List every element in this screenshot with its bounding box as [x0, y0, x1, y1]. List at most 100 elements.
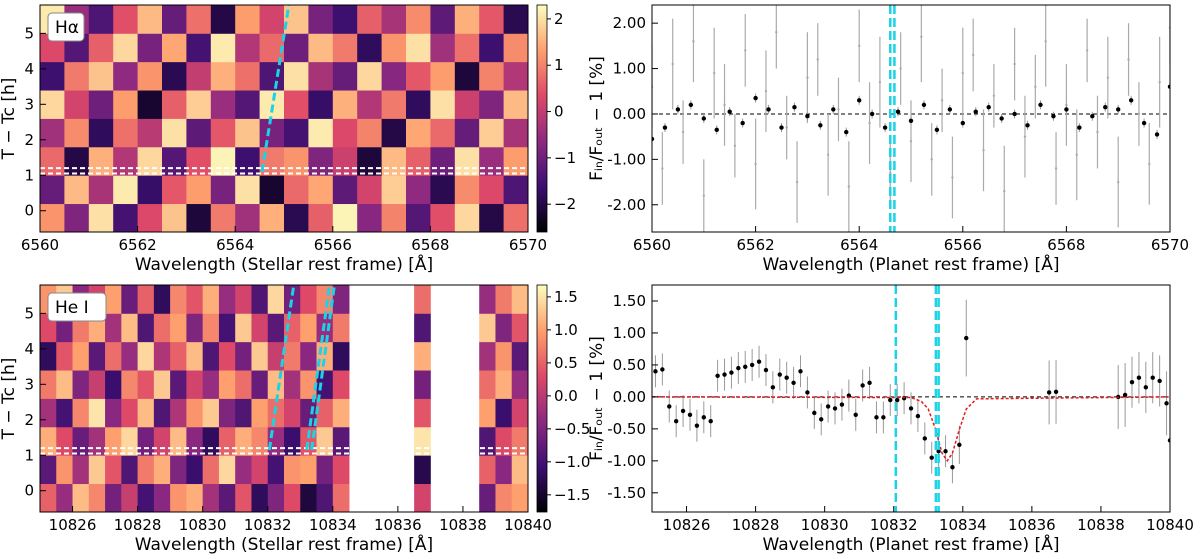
heat-cell [137, 203, 163, 232]
heat-cell [88, 175, 114, 205]
frame [651, 4, 1171, 233]
heat-cell [251, 426, 269, 456]
heat-cell [479, 146, 504, 176]
data-point [743, 364, 748, 370]
data-point [1003, 189, 1006, 193]
data-point [818, 123, 823, 128]
heat-cell [479, 285, 496, 314]
heat-cell [153, 398, 171, 428]
heat-cell [113, 61, 138, 91]
y-axis-label: Fᵢₙ/Fₒᵤₜ − 1 [%] [587, 56, 607, 181]
heat-cell [137, 61, 163, 91]
heat-cell [300, 483, 317, 512]
heat-cell [300, 455, 317, 485]
heat-cell [503, 175, 528, 205]
heat-cell [202, 455, 220, 485]
data-point [805, 390, 810, 395]
data-point [702, 194, 705, 197]
heat-cell [235, 5, 260, 34]
colorbar-tick-label: 1.0 [554, 321, 578, 339]
data-point [881, 415, 886, 420]
data-point [930, 158, 933, 161]
x-tick-label: 10830 [179, 516, 227, 534]
data-point [971, 53, 975, 57]
data-point [889, 171, 892, 175]
heat-cell [162, 61, 187, 91]
heat-cell [503, 118, 528, 148]
heat-cell [40, 398, 57, 428]
data-point [701, 415, 706, 420]
colorbar-tick-label: −1 [554, 149, 576, 167]
colorbar [536, 284, 548, 513]
heat-cell [170, 426, 187, 456]
heat-cell [235, 426, 252, 456]
heat-cell [430, 90, 456, 119]
heat-cell [105, 341, 122, 371]
heat-cell [162, 118, 187, 148]
heat-cell [40, 483, 57, 512]
x-tick-label: 10840 [1146, 516, 1194, 534]
heat-cell [202, 313, 220, 343]
colorbar [536, 4, 548, 233]
heat-cell [186, 341, 204, 371]
heat-cell [381, 90, 407, 119]
heat-cell [511, 483, 528, 512]
heat-cell [88, 455, 106, 485]
data-point [805, 114, 810, 119]
x-tick-label: 6564 [216, 236, 254, 254]
heat-cell [64, 90, 90, 119]
data-point [744, 49, 747, 52]
colorbar-tick-label: 2 [554, 10, 564, 28]
data-point [667, 404, 672, 409]
data-point [687, 412, 693, 418]
y-tick-label: -0.50 [607, 420, 646, 438]
heat-cell [72, 341, 90, 371]
y-axis-label: Fᵢₙ/Fₒᵤₜ − 1 [%] [587, 336, 607, 461]
heat-cell [308, 203, 334, 232]
heat-cell [235, 483, 252, 512]
data-point [681, 130, 685, 134]
data-point [867, 380, 872, 386]
y-tick-label: 5 [24, 304, 34, 322]
data-point [992, 94, 996, 98]
heat-cell [251, 370, 269, 399]
data-point [819, 417, 824, 422]
heat-cell [479, 90, 504, 119]
heat-cell [503, 90, 528, 119]
y-tick-label: 3 [24, 375, 34, 393]
heat-cell [88, 483, 106, 512]
heat-cell [113, 118, 138, 148]
heat-cell [137, 313, 155, 343]
heat-cell [170, 483, 187, 512]
heat-cell [414, 426, 431, 456]
heat-cell [479, 33, 504, 63]
y-tick-label: 0 [24, 202, 34, 220]
data-point [831, 107, 836, 112]
y-tick-label: -1.00 [607, 452, 646, 470]
data-point [1148, 162, 1151, 166]
heat-cell [235, 90, 260, 119]
data-point [1150, 375, 1155, 380]
data-point [763, 367, 769, 373]
heat-cell [186, 90, 212, 119]
x-tick-label: 6564 [840, 236, 878, 254]
y-tick-label: 2 [24, 411, 34, 429]
heat-cell [64, 146, 90, 176]
data-point [957, 442, 962, 448]
heat-cell [259, 146, 285, 176]
heat-cell [162, 33, 187, 63]
heat-cell [121, 398, 138, 428]
heat-cell [40, 175, 65, 205]
data-point [960, 120, 965, 126]
data-point [936, 449, 941, 454]
heat-cell [406, 33, 431, 63]
heat-cell [56, 341, 73, 371]
heat-cell [414, 285, 431, 314]
heat-cell [300, 285, 317, 314]
heat-cell [113, 90, 138, 119]
heat-cell [479, 426, 496, 456]
heat-cell [251, 341, 269, 371]
heat-cell [430, 146, 456, 176]
y-tick-label: -2.00 [607, 196, 646, 214]
